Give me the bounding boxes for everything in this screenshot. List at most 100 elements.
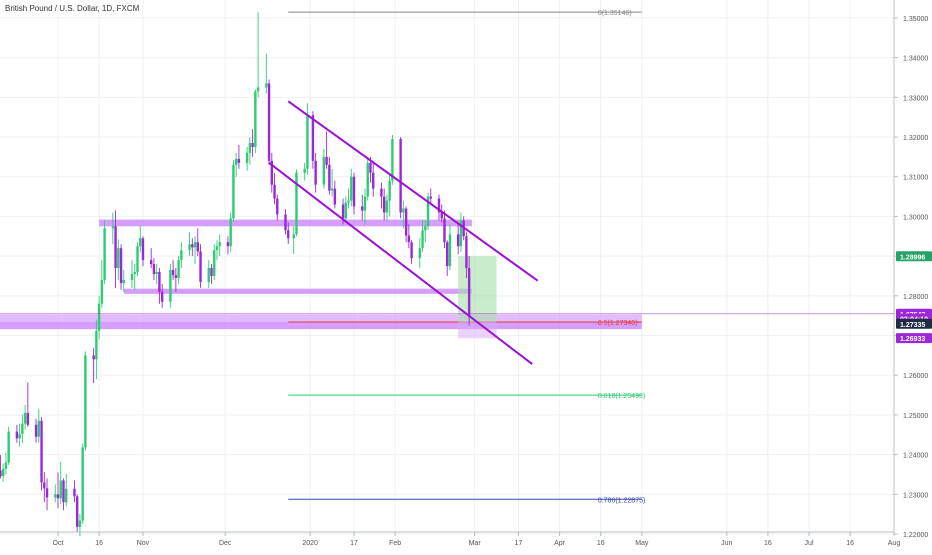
x-tick-label: Jun — [721, 540, 732, 547]
support-resistance-zone — [0, 314, 642, 322]
candle-body — [81, 447, 84, 521]
fib-level-label: 0.5(1.27340) — [598, 320, 638, 327]
candle-body — [440, 212, 443, 219]
zone-layer — [0, 219, 642, 330]
candle-body — [284, 214, 287, 231]
candle-body — [448, 234, 452, 267]
candle-body — [325, 156, 328, 165]
candle-body — [136, 246, 139, 272]
x-tick-label: Mar — [469, 540, 482, 547]
chart-title: British Pound / U.S. Dollar, 1D, FXCM — [5, 4, 140, 13]
candle-body — [344, 202, 348, 219]
candle-body — [73, 488, 76, 497]
candle-body — [303, 168, 306, 173]
candle-body — [0, 470, 2, 477]
y-tick-label: 1.31000 — [903, 175, 928, 182]
candle-body — [248, 142, 252, 153]
y-tick-label: 1.33000 — [903, 95, 928, 102]
price-label-text: 1.26933 — [900, 336, 925, 343]
x-tick-label: 16 — [95, 540, 103, 547]
x-tick-label: Nov — [137, 540, 150, 547]
candle-body — [363, 196, 367, 211]
candle-body — [117, 248, 120, 269]
candle-body — [265, 83, 268, 88]
x-tick-label: 16 — [597, 540, 605, 547]
candle-body — [174, 275, 178, 278]
price-label-box — [896, 333, 932, 344]
price-label-box — [896, 318, 932, 329]
candle-layer — [0, 12, 471, 536]
fib-layer: 0(1.35146) 0.5(1.27340) 0.618(1.25498) 0.78… — [288, 10, 645, 504]
candle-body — [256, 87, 260, 92]
candle-body — [171, 270, 175, 276]
candle-body — [56, 494, 60, 499]
candle-body — [456, 234, 460, 247]
y-axis: 1.35000 1.34000 1.33000 1.32000 1.31000 1.300… — [893, 0, 928, 539]
candle-body — [287, 230, 290, 239]
candle-body — [213, 250, 216, 276]
candle-body — [4, 462, 8, 469]
candle-body — [75, 496, 79, 527]
candle-body — [295, 172, 298, 235]
candle-body — [26, 412, 30, 425]
candle-body — [459, 220, 463, 247]
candle-body — [160, 291, 164, 302]
candle-body — [385, 200, 389, 213]
channel-trendline — [268, 162, 533, 365]
candle-body — [245, 152, 249, 163]
x-tick-label: 2020 — [302, 540, 318, 547]
candle-body — [111, 226, 115, 229]
candle-body — [188, 244, 191, 251]
fib-level-label: 0(1.35146) — [598, 10, 632, 17]
candle-body — [229, 218, 232, 247]
x-axis: Oct 16 Nov Dec 2020 17 Feb Mar 17 Apr 16 May Jun 16 Ju… — [0, 531, 900, 547]
candle-body — [169, 270, 172, 302]
candle-body — [418, 248, 422, 259]
x-tick-label: 17 — [350, 540, 358, 547]
x-tick-label: Jul — [805, 540, 814, 547]
candle-body — [210, 268, 213, 276]
candle-body — [465, 236, 468, 269]
candle-body — [399, 139, 402, 213]
candle-body — [130, 273, 134, 280]
x-tick-label: May — [635, 540, 649, 547]
candle-body — [429, 196, 432, 199]
y-tick-label: 1.25000 — [903, 413, 928, 420]
candle-body — [350, 176, 353, 201]
x-tick-label: Apr — [554, 540, 566, 547]
y-tick-label: 1.32000 — [903, 135, 928, 142]
fib-level-label: 0.786(1.22875) — [598, 497, 645, 504]
candle-body — [443, 218, 446, 243]
x-tick-label: 16 — [846, 540, 854, 547]
fib-level-label: 0.618(1.25498) — [598, 393, 645, 400]
candle-body — [306, 115, 309, 169]
y-tick-label: 1.28000 — [903, 294, 928, 301]
y-tick-label: 1.35000 — [903, 16, 928, 23]
candle-body — [199, 251, 202, 282]
candle-body — [218, 242, 221, 247]
support-resistance-zone — [123, 288, 472, 294]
y-tick-label: 1.22000 — [903, 532, 928, 539]
candle-body — [7, 431, 10, 463]
candle-body — [65, 488, 68, 503]
candle-body — [95, 330, 98, 360]
candle-body — [103, 228, 106, 280]
candle-body — [391, 139, 394, 181]
candle-body — [191, 244, 194, 248]
x-tick-label: 17 — [515, 540, 523, 547]
candle-body — [40, 420, 43, 483]
candle-body — [333, 188, 337, 205]
candle-body — [270, 160, 273, 185]
candle-body — [196, 242, 199, 252]
candle-body — [97, 303, 101, 331]
grid-layer — [0, 0, 895, 535]
candle-body — [18, 433, 21, 439]
candle-body — [15, 431, 19, 439]
candle-body — [361, 206, 364, 211]
candle-body — [254, 91, 257, 147]
support-resistance-zone — [0, 321, 642, 330]
candle-body — [352, 176, 356, 207]
candle-body — [382, 196, 386, 213]
candle-body — [437, 198, 441, 213]
